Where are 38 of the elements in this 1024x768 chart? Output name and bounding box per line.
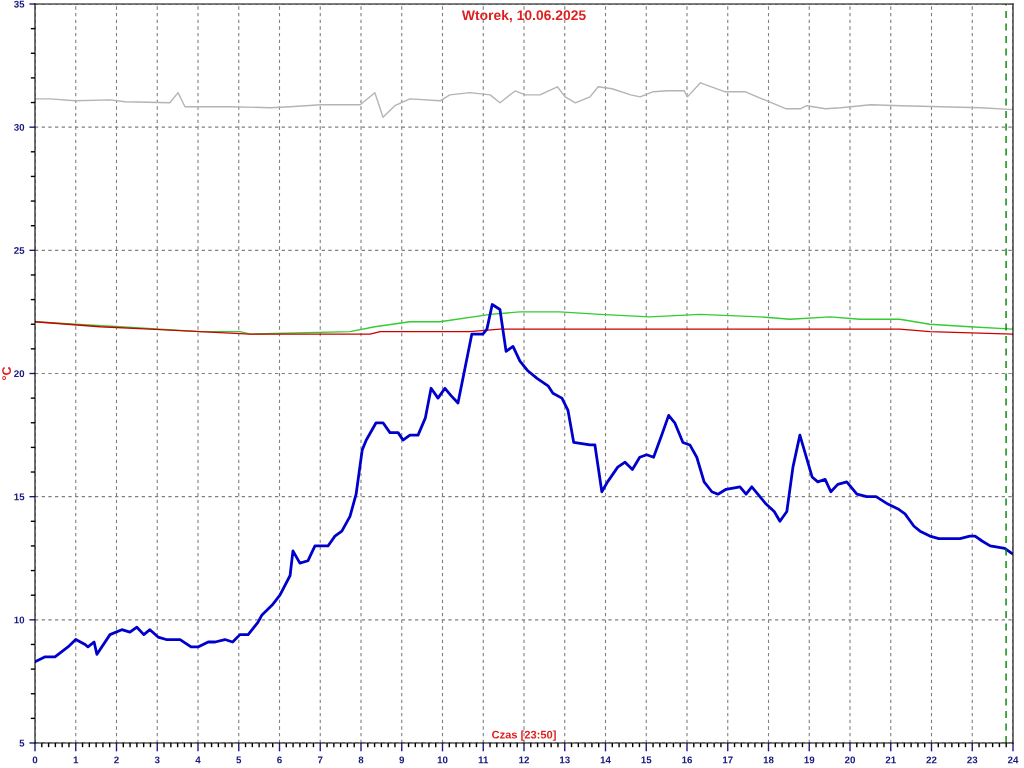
x-tick-label: 15 — [641, 756, 652, 764]
x-tick-label: 4 — [195, 756, 201, 764]
x-tick-label: 23 — [967, 756, 978, 764]
x-tick-label: 10 — [437, 756, 448, 764]
x-tick-label: 13 — [559, 756, 570, 764]
x-tick-label: 21 — [885, 756, 896, 764]
line-series — [35, 303, 1013, 664]
x-tick-label: 17 — [722, 756, 733, 764]
line-series — [35, 321, 1013, 335]
x-tick-label: 22 — [926, 756, 937, 764]
line-series — [35, 82, 1013, 119]
x-tick-label: 16 — [682, 756, 693, 764]
x-tick-label: 8 — [358, 756, 364, 764]
x-tick-label: 3 — [154, 756, 160, 764]
y-tick-label: 5 — [19, 739, 25, 747]
chart-title: Wtorek, 10.06.2025 — [461, 9, 586, 23]
y-tick-label: 20 — [14, 370, 25, 378]
x-tick-label: 2 — [114, 756, 119, 764]
y-tick-label: 10 — [14, 616, 25, 624]
x-tick-label: 0 — [32, 756, 38, 764]
x-tick-label: 20 — [844, 756, 856, 764]
y-tick-label: 25 — [14, 247, 25, 254]
x-tick-label: 19 — [804, 756, 815, 764]
y-axis-title: °C — [2, 366, 12, 380]
x-tick-label: 9 — [399, 756, 405, 764]
x-tick-label: 12 — [519, 756, 530, 764]
x-tick-label: 7 — [317, 756, 323, 764]
x-tick-label: 11 — [478, 756, 489, 764]
x-tick-label: 1 — [73, 756, 79, 764]
x-tick-label: 14 — [600, 756, 611, 764]
x-tick-label: 5 — [236, 756, 242, 764]
y-tick-label: 35 — [13, 0, 25, 8]
y-tick-label: 30 — [13, 123, 25, 131]
x-tick-label: 6 — [277, 756, 282, 764]
y-tick-label: 15 — [14, 493, 25, 501]
x-axis-title: Czas [23:50] — [492, 730, 556, 741]
x-tick-label: 24 — [1007, 756, 1019, 764]
x-tick-label: 18 — [763, 756, 774, 764]
